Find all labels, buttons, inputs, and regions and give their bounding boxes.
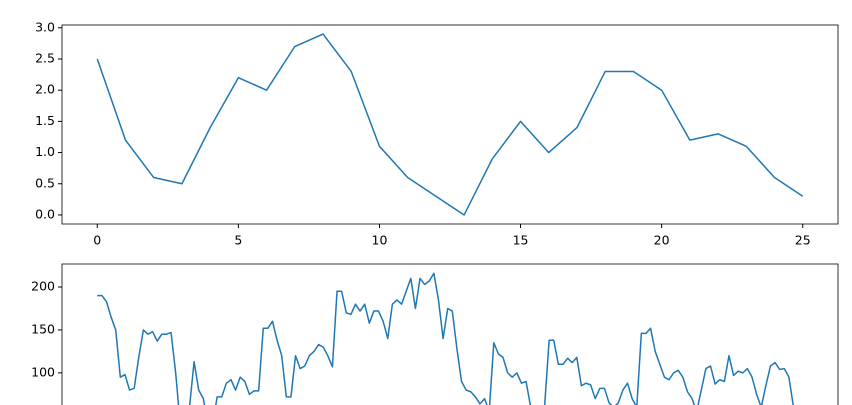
y-tick-label: 100 <box>31 364 55 379</box>
y-tick-label: 2.5 <box>35 50 55 65</box>
x-tick-label: 0 <box>93 233 101 248</box>
data-line <box>96 33 804 216</box>
y-tick-label: 1.0 <box>35 144 55 159</box>
y-tick-label: 2.0 <box>35 82 55 97</box>
x-tick-label: 20 <box>654 233 670 248</box>
data-line <box>97 272 794 405</box>
y-tick-label: 1.5 <box>35 113 55 128</box>
x-tick-label: 5 <box>234 233 242 248</box>
x-tick-label: 15 <box>513 233 529 248</box>
x-tick-label: 10 <box>372 233 388 248</box>
y-tick-label: 0.5 <box>35 175 55 190</box>
x-tick-label: 25 <box>795 233 811 248</box>
y-tick-label: 200 <box>31 279 55 294</box>
y-tick-label: 150 <box>31 321 55 336</box>
axes-frame <box>61 24 839 225</box>
y-tick-label: 3.0 <box>35 19 55 34</box>
y-tick-label: 0.0 <box>35 206 55 221</box>
axes-frame <box>61 263 839 405</box>
